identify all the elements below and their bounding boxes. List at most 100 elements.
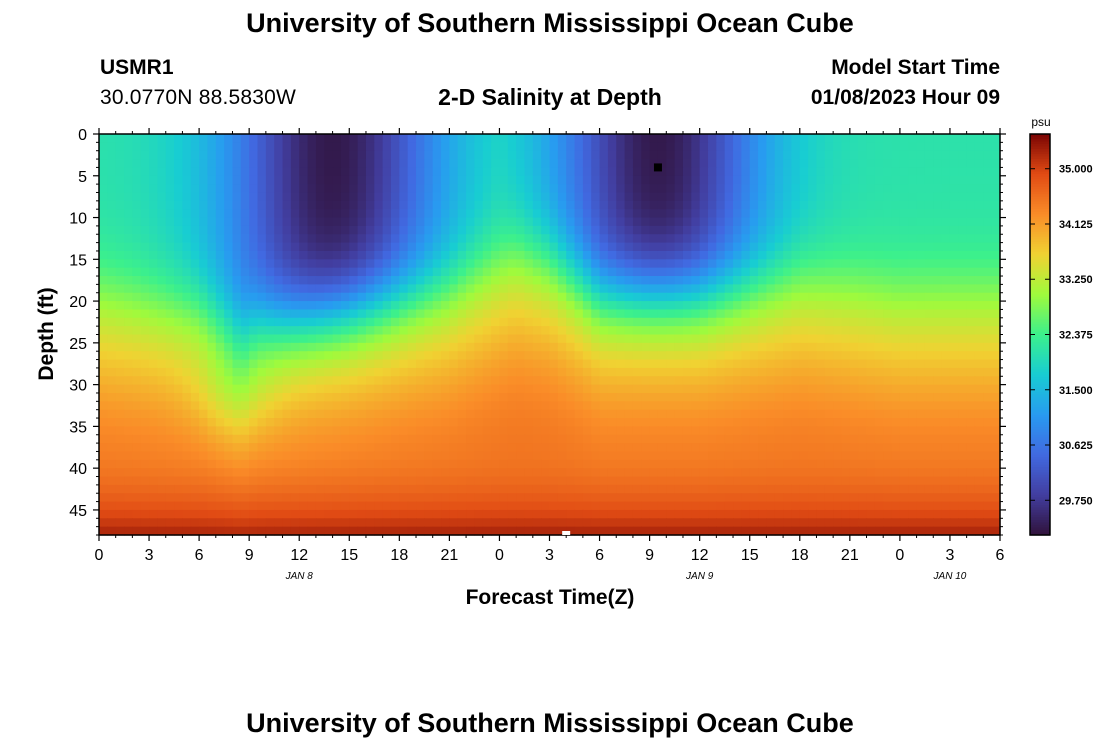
- heat-cell: [115, 367, 125, 377]
- heat-cell: [507, 225, 517, 235]
- heat-cell: [149, 426, 158, 436]
- heat-cell: [132, 509, 142, 519]
- heat-cell: [991, 217, 1001, 227]
- heat-cell: [816, 192, 826, 202]
- heat-cell: [115, 326, 125, 336]
- heat-cell: [983, 142, 993, 152]
- heat-cell: [708, 342, 717, 352]
- heat-cell: [841, 209, 851, 219]
- heat-cell: [582, 384, 592, 394]
- heat-cell: [416, 326, 425, 336]
- heat-cell: [157, 309, 167, 319]
- heat-cell: [524, 209, 534, 219]
- heat-cell: [482, 159, 492, 169]
- heat-cell: [966, 276, 976, 285]
- heat-cell: [466, 376, 476, 386]
- heat-cell: [424, 326, 434, 336]
- heat-cell: [649, 292, 659, 302]
- heat-cell: [407, 284, 417, 294]
- heat-cell: [791, 250, 801, 260]
- heat-cell: [457, 292, 467, 302]
- heat-cell: [499, 317, 509, 327]
- heat-cell: [407, 234, 417, 244]
- heat-cell: [449, 501, 459, 511]
- heat-cell: [507, 134, 517, 143]
- heat-cell: [249, 359, 259, 369]
- heat-cell: [733, 134, 742, 143]
- heat-cell: [265, 184, 275, 194]
- heat-cell: [507, 484, 517, 494]
- heat-cell: [282, 234, 292, 244]
- heat-cell: [199, 242, 209, 252]
- heat-cell: [724, 468, 734, 478]
- heat-cell: [249, 392, 259, 402]
- heat-cell: [399, 301, 409, 311]
- heat-cell: [499, 192, 509, 202]
- heat-cell: [416, 267, 425, 277]
- heat-cell: [674, 376, 684, 386]
- heat-cell: [174, 217, 184, 227]
- heat-cell: [682, 392, 692, 402]
- heat-cell: [199, 150, 209, 160]
- heat-cell: [466, 159, 476, 169]
- heat-cell: [941, 292, 951, 302]
- heat-cell: [399, 334, 409, 344]
- heat-cell: [199, 250, 209, 260]
- heat-cell: [582, 376, 592, 386]
- heat-cell: [733, 384, 742, 394]
- heat-cell: [182, 409, 192, 419]
- heat-cell: [849, 225, 859, 235]
- heat-cell: [340, 418, 350, 427]
- heat-cell: [424, 434, 434, 444]
- heat-cell: [599, 459, 609, 469]
- heat-cell: [332, 309, 342, 319]
- heat-cell: [724, 443, 734, 453]
- heat-cell: [207, 384, 217, 394]
- heat-cell: [874, 175, 884, 185]
- heat-cell: [833, 426, 843, 436]
- heat-cell: [833, 359, 843, 369]
- heat-cell: [115, 509, 125, 519]
- heat-cell: [407, 317, 417, 327]
- heat-cell: [507, 150, 517, 160]
- heat-cell: [924, 451, 934, 461]
- heat-cell: [315, 351, 325, 361]
- heat-cell: [941, 142, 951, 152]
- heat-cell: [365, 443, 375, 453]
- heat-cell: [516, 284, 526, 294]
- heat-cell: [466, 434, 476, 444]
- heat-cell: [891, 192, 901, 202]
- heat-cell: [724, 426, 734, 436]
- heat-cell: [566, 367, 576, 377]
- heat-cell: [557, 459, 567, 469]
- heat-cell: [199, 451, 209, 461]
- heat-cell: [399, 242, 409, 252]
- heat-cell: [507, 418, 517, 427]
- heat-cell: [416, 434, 425, 444]
- heat-cell: [858, 509, 868, 519]
- heat-cell: [958, 309, 968, 319]
- heat-cell: [557, 259, 567, 269]
- heat-cell: [824, 217, 834, 227]
- heat-cell: [374, 493, 384, 503]
- heat-cell: [215, 200, 225, 210]
- heat-cell: [791, 459, 801, 469]
- heat-cell: [265, 376, 275, 386]
- heat-cell: [165, 167, 175, 177]
- heat-cell: [416, 292, 425, 302]
- heat-cell: [132, 392, 142, 402]
- heat-cell: [699, 150, 709, 160]
- heat-cell: [874, 276, 884, 285]
- heat-cell: [616, 342, 626, 352]
- heat-cell: [240, 284, 250, 294]
- heat-cell: [766, 159, 776, 169]
- heat-cell: [649, 142, 659, 152]
- heat-cell: [432, 301, 442, 311]
- heat-cell: [733, 476, 742, 486]
- heat-cell: [532, 292, 542, 302]
- heat-cell: [299, 309, 309, 319]
- heat-cell: [232, 250, 242, 260]
- heat-cell: [607, 217, 617, 227]
- heat-cell: [841, 276, 851, 285]
- heat-cell: [282, 250, 292, 260]
